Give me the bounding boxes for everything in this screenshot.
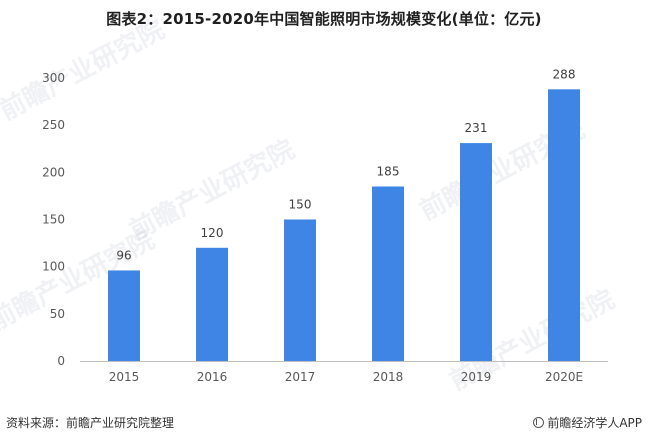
y-tick-label: 200 <box>42 165 65 179</box>
bar-value-label: 185 <box>377 164 400 178</box>
footer: 资料来源：前瞻产业研究院整理 前瞻经济学人APP <box>6 414 642 430</box>
x-axis-ticks: 2015 2016 2017 2018 2019 2020E <box>109 370 583 384</box>
bar <box>108 270 140 361</box>
bar <box>548 89 580 361</box>
y-tick-label: 50 <box>50 307 65 321</box>
brand-label: 前瞻经济学人APP <box>547 416 642 430</box>
bar-value-label: 150 <box>289 198 312 212</box>
data-labels-group: 96 120 150 185 231 288 <box>116 67 575 262</box>
y-tick-label: 100 <box>42 260 65 274</box>
x-tick-label: 2020E <box>545 370 583 384</box>
bar-value-label: 288 <box>553 67 576 81</box>
brand-credit: 前瞻经济学人APP <box>533 414 642 431</box>
chart-title: 图表2：2015-2020年中国智能照明市场规模变化(单位：亿元) <box>106 10 542 28</box>
y-tick-label: 0 <box>57 354 65 368</box>
y-tick-label: 300 <box>42 71 65 85</box>
x-tick-label: 2016 <box>197 370 228 384</box>
x-tick-label: 2019 <box>461 370 492 384</box>
y-tick-label: 150 <box>42 213 65 227</box>
qianzhan-logo-icon <box>533 417 545 428</box>
x-tick-label: 2015 <box>109 370 140 384</box>
bars-group <box>108 89 580 361</box>
bar-chart: 0 50 100 150 200 250 300 96 120 150 185 231 288 201… <box>42 67 608 384</box>
x-tick-label: 2017 <box>285 370 316 384</box>
y-axis-ticks: 0 50 100 150 200 250 300 <box>42 71 65 368</box>
x-tick-label: 2018 <box>373 370 404 384</box>
bar-value-label: 96 <box>116 248 131 262</box>
bar <box>284 219 316 361</box>
bar <box>460 143 492 361</box>
bar <box>196 247 228 361</box>
bar-value-label: 231 <box>465 121 488 135</box>
y-tick-label: 250 <box>42 118 65 132</box>
bar-value-label: 120 <box>201 226 224 240</box>
source-note: 资料来源：前瞻产业研究院整理 <box>6 416 175 430</box>
bar <box>372 186 404 361</box>
